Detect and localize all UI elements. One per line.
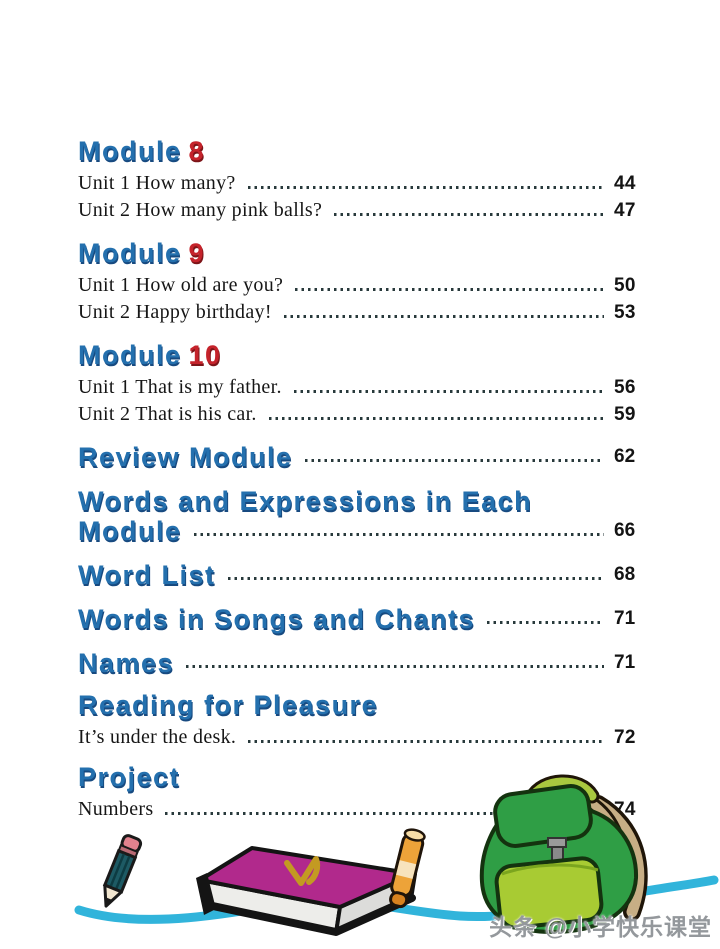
page-number: 47 bbox=[614, 200, 636, 221]
toc-entry: Unit 1 How many? 44 bbox=[78, 170, 640, 197]
module-number: 9 bbox=[188, 238, 206, 268]
page-number: 62 bbox=[614, 446, 636, 467]
watermark: 头条 @小学快乐课堂 bbox=[489, 914, 712, 940]
page-number: 44 bbox=[614, 173, 636, 194]
toc-entry: Unit 2 Happy birthday! 53 bbox=[78, 299, 640, 326]
module-title: Module bbox=[78, 340, 182, 370]
entry-label: Unit 2 How many pink balls? bbox=[78, 199, 323, 221]
entry-label: Unit 1 How old are you? bbox=[78, 274, 284, 296]
crayon-icon bbox=[389, 828, 426, 909]
section-heading-line1: Words and Expressions in Each bbox=[78, 486, 533, 516]
toc-section-words-expressions: Words and Expressions in Each Module 66 bbox=[78, 486, 640, 546]
dot-leader bbox=[247, 186, 604, 189]
book-emblem-A bbox=[284, 856, 321, 886]
pencil-icon bbox=[102, 834, 143, 908]
section-heading: Word List bbox=[78, 560, 216, 590]
page-number: 50 bbox=[614, 275, 636, 296]
dot-leader bbox=[334, 213, 604, 216]
toc-entry: Unit 1 That is my father. 56 bbox=[78, 374, 640, 401]
entry-label: Unit 1 That is my father. bbox=[78, 376, 282, 398]
book-icon bbox=[196, 846, 417, 936]
entry-label: It’s under the desk. bbox=[78, 726, 237, 748]
toc-section-reading-heading: Reading for Pleasure bbox=[78, 690, 379, 720]
toc-section-songs-chants: Words in Songs and Chants 71 bbox=[78, 604, 640, 634]
entry-label: Unit 2 Happy birthday! bbox=[78, 301, 272, 323]
entry-label: Unit 1 How many? bbox=[78, 172, 236, 194]
page-number: 56 bbox=[614, 377, 636, 398]
module-number: 8 bbox=[188, 136, 206, 166]
toc-entry: Numbers 74 bbox=[78, 796, 640, 823]
toc-section-project-heading: Project bbox=[78, 762, 181, 792]
dot-leader bbox=[227, 577, 604, 580]
dot-leader bbox=[186, 665, 604, 668]
toc-section-word-list: Word List 68 bbox=[78, 560, 640, 590]
page-number: 72 bbox=[614, 727, 636, 748]
toc-section-names: Names 71 bbox=[78, 648, 640, 678]
page-number: 59 bbox=[614, 404, 636, 425]
toc-entry: Unit 2 How many pink balls? 47 bbox=[78, 197, 640, 224]
dot-leader bbox=[283, 315, 604, 318]
page-number: 74 bbox=[614, 799, 636, 820]
entry-label: Numbers bbox=[78, 798, 154, 820]
dot-leader bbox=[268, 417, 604, 420]
dot-leader bbox=[293, 390, 604, 393]
dot-leader bbox=[295, 288, 604, 291]
dot-leader bbox=[487, 621, 604, 624]
dot-leader bbox=[304, 459, 604, 462]
module-number: 10 bbox=[188, 340, 222, 370]
toc-section-review: Review Module 62 bbox=[78, 442, 640, 472]
module-heading-10: Module 10 bbox=[78, 340, 640, 370]
section-heading: Review Module bbox=[78, 442, 293, 472]
module-heading-8: Module 8 bbox=[78, 136, 640, 166]
section-heading-line2-row: Module 66 bbox=[78, 516, 640, 546]
section-heading: Words in Songs and Chants bbox=[78, 604, 476, 634]
entry-label: Unit 2 That is his car. bbox=[78, 403, 257, 425]
module-title: Module bbox=[78, 136, 182, 166]
page-number: 53 bbox=[614, 302, 636, 323]
toc-entry: Unit 1 How old are you? 50 bbox=[78, 272, 640, 299]
module-title: Module bbox=[78, 238, 182, 268]
section-heading-line2: Module bbox=[78, 516, 182, 546]
toc-entry: It’s under the desk. 72 bbox=[78, 724, 640, 751]
page-number: 71 bbox=[614, 652, 636, 673]
toc-content: Module 8 Unit 1 How many? 44 Unit 2 How m… bbox=[78, 136, 640, 823]
page-number: 68 bbox=[614, 564, 636, 585]
dot-leader bbox=[165, 812, 604, 815]
section-heading: Names bbox=[78, 648, 175, 678]
dot-leader bbox=[193, 533, 604, 536]
module-heading-9: Module 9 bbox=[78, 238, 640, 268]
page-number: 66 bbox=[614, 520, 636, 541]
toc-entry: Unit 2 That is his car. 59 bbox=[78, 401, 640, 428]
dot-leader bbox=[248, 740, 604, 743]
page-number: 71 bbox=[614, 608, 636, 629]
